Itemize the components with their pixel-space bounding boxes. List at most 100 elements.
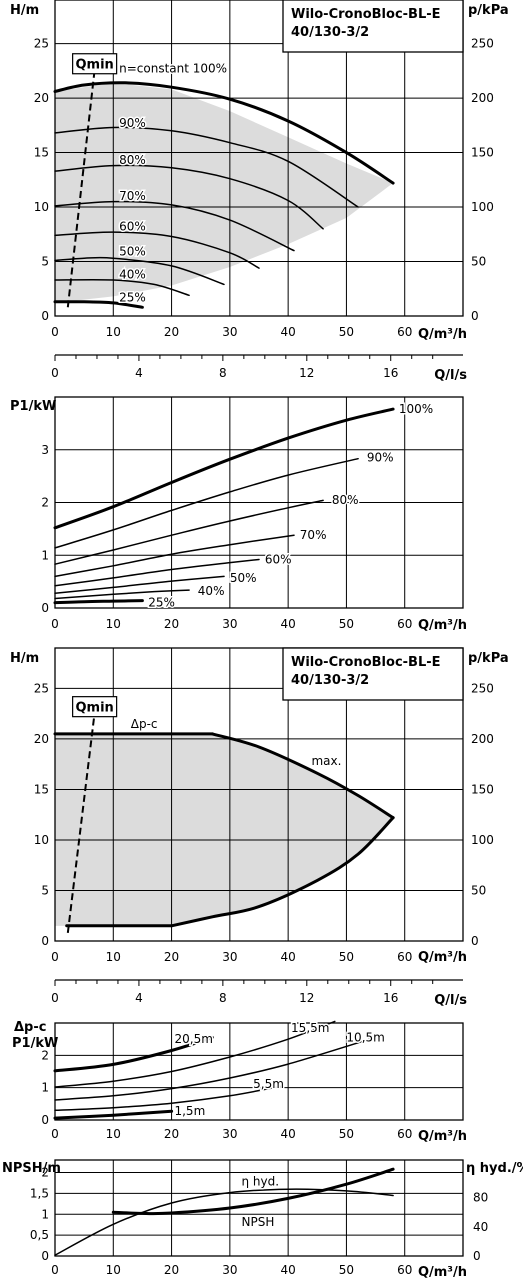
c3-qmin-label: Qmin (75, 701, 113, 716)
c1-y-tick: 20 (34, 91, 49, 105)
c3-y-tick: 25 (34, 681, 49, 695)
c4-series-label: 5,5m (253, 1077, 284, 1091)
c1-x-tick: 20 (164, 325, 179, 339)
c2-series-line (54, 575, 225, 594)
c3-p-tick: 0 (471, 934, 479, 948)
c3-p-tick: 200 (471, 732, 494, 746)
c3-x-tick: 20 (164, 950, 179, 964)
c5-x-tick: 10 (106, 1263, 121, 1277)
c3-title-box (282, 647, 464, 701)
c1-x-label: Q/m³/h (418, 327, 467, 342)
c3-ls-tick: 4 (135, 991, 143, 1005)
c4-y-label-top: Δp-c (14, 1020, 46, 1035)
c1-ls-label: Q/l/s (434, 368, 467, 383)
c5-y-tick: 2 (41, 1166, 49, 1180)
c1-qmin-label: Qmin (75, 58, 113, 73)
c1-series-line (54, 200, 295, 252)
c3-series-line (170, 816, 395, 928)
c2-y-tick: 3 (41, 443, 49, 457)
c3-y-tick: 5 (41, 883, 49, 897)
c3-series-label: Δp-c (131, 717, 158, 731)
c4-series-label: 20,5m (174, 1032, 212, 1046)
c1-p-tick: 100 (471, 200, 494, 214)
c2-series-label: 80% (332, 493, 359, 507)
c4-series-line (53, 1036, 214, 1073)
c2-x-tick: 50 (339, 617, 354, 631)
c3-y-tick: 20 (34, 732, 49, 746)
c3-frame (54, 647, 464, 942)
c1-x-tick: 50 (339, 325, 354, 339)
c5-eta-tick: 80 (473, 1191, 488, 1205)
c4-series-line (54, 1038, 371, 1101)
c1-x-tick: 40 (281, 325, 296, 339)
c3-p-tick: 150 (471, 782, 494, 796)
c1-y-label: H/m (10, 3, 39, 18)
c4-series-line (54, 1020, 336, 1088)
c1-ls-tick: 0 (51, 366, 59, 380)
c2-series-label: 90% (367, 451, 394, 465)
c2-x-tick: 40 (281, 617, 296, 631)
c5-y-label: NPSH/m (2, 1161, 61, 1176)
c3-ls-tick: 16 (383, 991, 398, 1005)
c3-ls-label: Q/l/s (434, 993, 467, 1008)
c1-ls-tick: 16 (383, 366, 398, 380)
c5-y-tick: 1 (41, 1207, 49, 1221)
c2-series-line (53, 407, 395, 530)
c3-p-tick: 250 (471, 681, 494, 695)
c2-y-tick: 1 (41, 548, 49, 562)
c1-series-line (54, 256, 225, 286)
c5-y-tick: 0,5 (30, 1228, 49, 1242)
c1-ls-tick: 12 (299, 366, 314, 380)
c4-series-label: 1,5m (174, 1104, 205, 1118)
c5-frame (54, 1159, 464, 1257)
c5-x-tick: 40 (281, 1263, 296, 1277)
c4-x-tick: 10 (106, 1127, 121, 1141)
c1-p-tick: 150 (471, 146, 494, 160)
c4-series-line (53, 1109, 174, 1120)
c1-p-label: p/kPa (468, 3, 509, 18)
c1-series-line (54, 164, 324, 230)
c1-y-tick: 0 (41, 309, 49, 323)
c4-series-line (54, 1085, 284, 1112)
c4-y-tick: 2 (41, 1048, 49, 1062)
c3-y-tick: 10 (34, 833, 49, 847)
c3-y-tick: 0 (41, 934, 49, 948)
c2-y-label: P1/kW (10, 399, 56, 414)
c5-eta-tick: 0 (473, 1249, 481, 1263)
c1-series-line (54, 231, 260, 269)
c3-p-tick: 50 (471, 883, 486, 897)
c4-x-tick: 40 (281, 1127, 296, 1141)
c4-x-tick: 50 (339, 1127, 354, 1141)
c1-title: Wilo-CronoBloc-BL-E 40/130-3/2 (291, 7, 441, 40)
c3-p-label: p/kPa (468, 651, 509, 666)
c3-x-tick: 30 (222, 950, 237, 964)
c1-series-line (53, 81, 395, 185)
c1-series-label: 90% (119, 116, 146, 130)
c2-y-tick: 2 (41, 496, 49, 510)
c4-x-tick: 60 (397, 1127, 412, 1141)
c1-x-tick: 30 (222, 325, 237, 339)
c5-x-tick: 30 (222, 1263, 237, 1277)
c3-ls-tick: 12 (299, 991, 314, 1005)
c4-x-tick: 20 (164, 1127, 179, 1141)
c1-y-tick: 25 (34, 37, 49, 51)
c2-y-tick: 0 (41, 601, 49, 615)
c1-series-label: 40% (119, 268, 146, 282)
c3-operating-area (55, 733, 394, 926)
c1-y-tick: 10 (34, 200, 49, 214)
c1-ls-tick: 8 (219, 366, 227, 380)
c2-series-line (54, 499, 324, 565)
c4-y-tick: 0 (41, 1113, 49, 1127)
c1-ls-tick: 4 (135, 366, 143, 380)
c1-series-label: 50% (119, 245, 146, 259)
c3-x-tick: 60 (397, 950, 412, 964)
c1-qmin-box (72, 53, 118, 75)
c3-qmin-box (72, 696, 118, 718)
c2-x-tick: 30 (222, 617, 237, 631)
c4-series-label: 15,5m (291, 1021, 329, 1035)
c3-p-tick: 100 (471, 833, 494, 847)
c2-series-label: 50% (230, 571, 257, 585)
c2-series-line (54, 534, 295, 578)
c5-y-tick: 0 (41, 1249, 49, 1263)
